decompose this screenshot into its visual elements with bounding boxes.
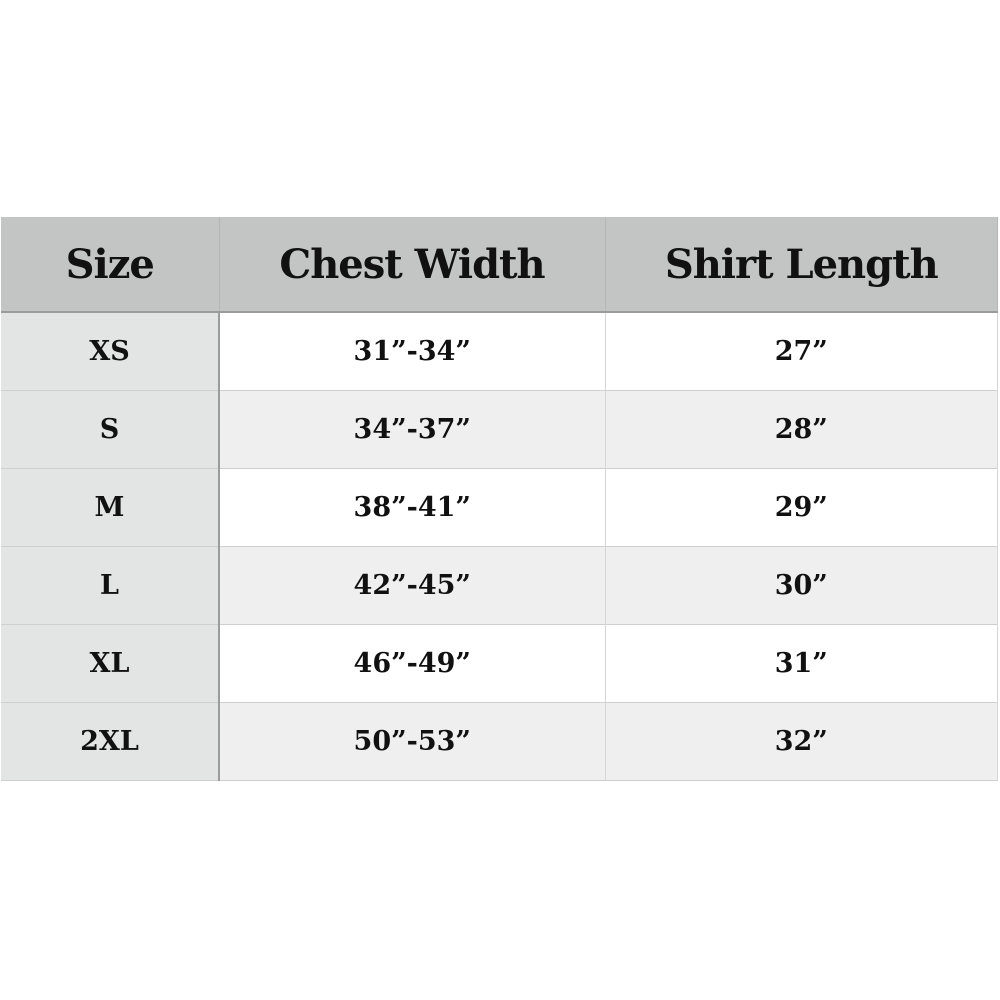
size-chart-table: Size Chest Width Shirt Length XS 31”-34” 2… xyxy=(1,217,998,781)
shirt-length-cell: 30” xyxy=(605,546,998,625)
table-row: XS 31”-34” 27” xyxy=(1,311,998,391)
shirt-length-cell: 27” xyxy=(605,311,998,391)
header-chest-width: Chest Width xyxy=(219,217,606,312)
chest-width-cell: 50”-53” xyxy=(219,702,606,781)
chest-width-cell: 38”-41” xyxy=(219,468,606,547)
chest-width-cell: 31”-34” xyxy=(219,311,606,391)
size-cell: S xyxy=(1,390,220,469)
table-row: S 34”-37” 28” xyxy=(1,390,998,469)
size-cell: XL xyxy=(1,624,220,703)
chest-width-cell: 46”-49” xyxy=(219,624,606,703)
shirt-length-cell: 32” xyxy=(605,702,998,781)
header-size: Size xyxy=(1,217,220,312)
shirt-length-cell: 29” xyxy=(605,468,998,547)
shirt-length-cell: 28” xyxy=(605,390,998,469)
table-row: 2XL 50”-53” 32” xyxy=(1,702,998,781)
size-cell: M xyxy=(1,468,220,547)
header-row: Size Chest Width Shirt Length xyxy=(1,217,998,312)
table-row: L 42”-45” 30” xyxy=(1,546,998,625)
table-row: XL 46”-49” 31” xyxy=(1,624,998,703)
size-cell: L xyxy=(1,546,220,625)
shirt-length-cell: 31” xyxy=(605,624,998,703)
chest-width-cell: 42”-45” xyxy=(219,546,606,625)
size-cell: 2XL xyxy=(1,702,220,781)
table-row: M 38”-41” 29” xyxy=(1,468,998,547)
size-cell: XS xyxy=(1,311,220,391)
chest-width-cell: 34”-37” xyxy=(219,390,606,469)
header-shirt-length: Shirt Length xyxy=(605,217,998,312)
